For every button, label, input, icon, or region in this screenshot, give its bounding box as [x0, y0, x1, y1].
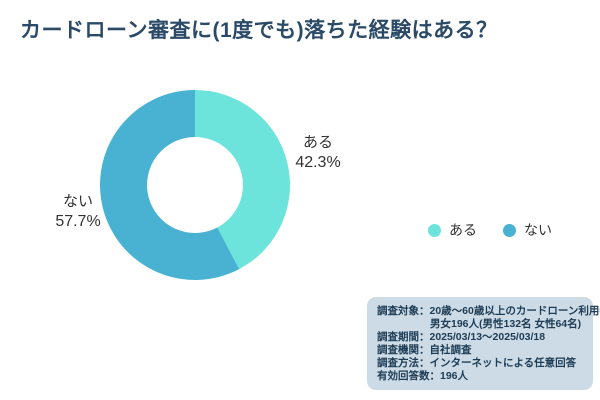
- survey-row-target: 調査対象：20歳〜60歳以上のカードローン利用者 男女196人(男性132名 女…: [377, 305, 600, 331]
- page-title: カードローン審査に(1度でも)落ちた経験はある？: [20, 19, 498, 42]
- slice-label-nai-percent: 57.7%: [55, 212, 101, 230]
- slice-label-aru-name: ある: [302, 134, 333, 151]
- slice-label-aru-percent: 42.3%: [295, 153, 341, 171]
- chart-legend: ある ない: [428, 220, 552, 240]
- survey-row-period-label: 調査期間：: [377, 331, 430, 343]
- survey-row-agency-label: 調査機関：: [377, 344, 430, 356]
- survey-row-method-label: 調査方法：: [377, 357, 430, 369]
- survey-row-method-value: インターネットによる任意回答: [429, 357, 577, 369]
- legend-swatch-nai: [503, 223, 516, 237]
- survey-row-responses: 有効回答数：196人: [377, 370, 583, 383]
- survey-row-agency: 調査機関：自社調査: [377, 344, 583, 357]
- slice-label-nai: ない 57.7%: [44, 193, 112, 232]
- slice-label-nai-name: ない: [62, 193, 93, 210]
- legend-swatch-aru: [428, 223, 441, 237]
- legend-label-nai: ない: [524, 222, 552, 238]
- survey-row-target-label: 調査対象：: [377, 305, 430, 317]
- survey-row-period: 調査期間：2025/03/13〜2025/03/18: [377, 331, 583, 344]
- survey-row-responses-label: 有効回答数：: [377, 370, 440, 382]
- donut-slice-aru: [195, 90, 291, 270]
- survey-row-target-value-line2: 男女196人(男性132名 女性64名): [430, 318, 582, 330]
- donut-slice-nai: [100, 90, 240, 280]
- survey-row-method: 調査方法：インターネットによる任意回答: [377, 357, 583, 370]
- survey-row-target-value: 20歳〜60歳以上のカードローン利用者: [429, 305, 600, 317]
- survey-row-agency-value: 自社調査: [429, 344, 472, 356]
- survey-row-period-value: 2025/03/13〜2025/03/18: [429, 331, 546, 343]
- legend-label-aru: ある: [449, 222, 477, 238]
- legend-item-nai: ない: [503, 220, 552, 240]
- survey-row-responses-value: 196人: [440, 370, 469, 382]
- survey-info-box: 調査対象：20歳〜60歳以上のカードローン利用者 男女196人(男性132名 女…: [367, 297, 600, 390]
- slice-label-aru: ある 42.3%: [284, 134, 352, 173]
- legend-item-aru: ある: [428, 220, 477, 240]
